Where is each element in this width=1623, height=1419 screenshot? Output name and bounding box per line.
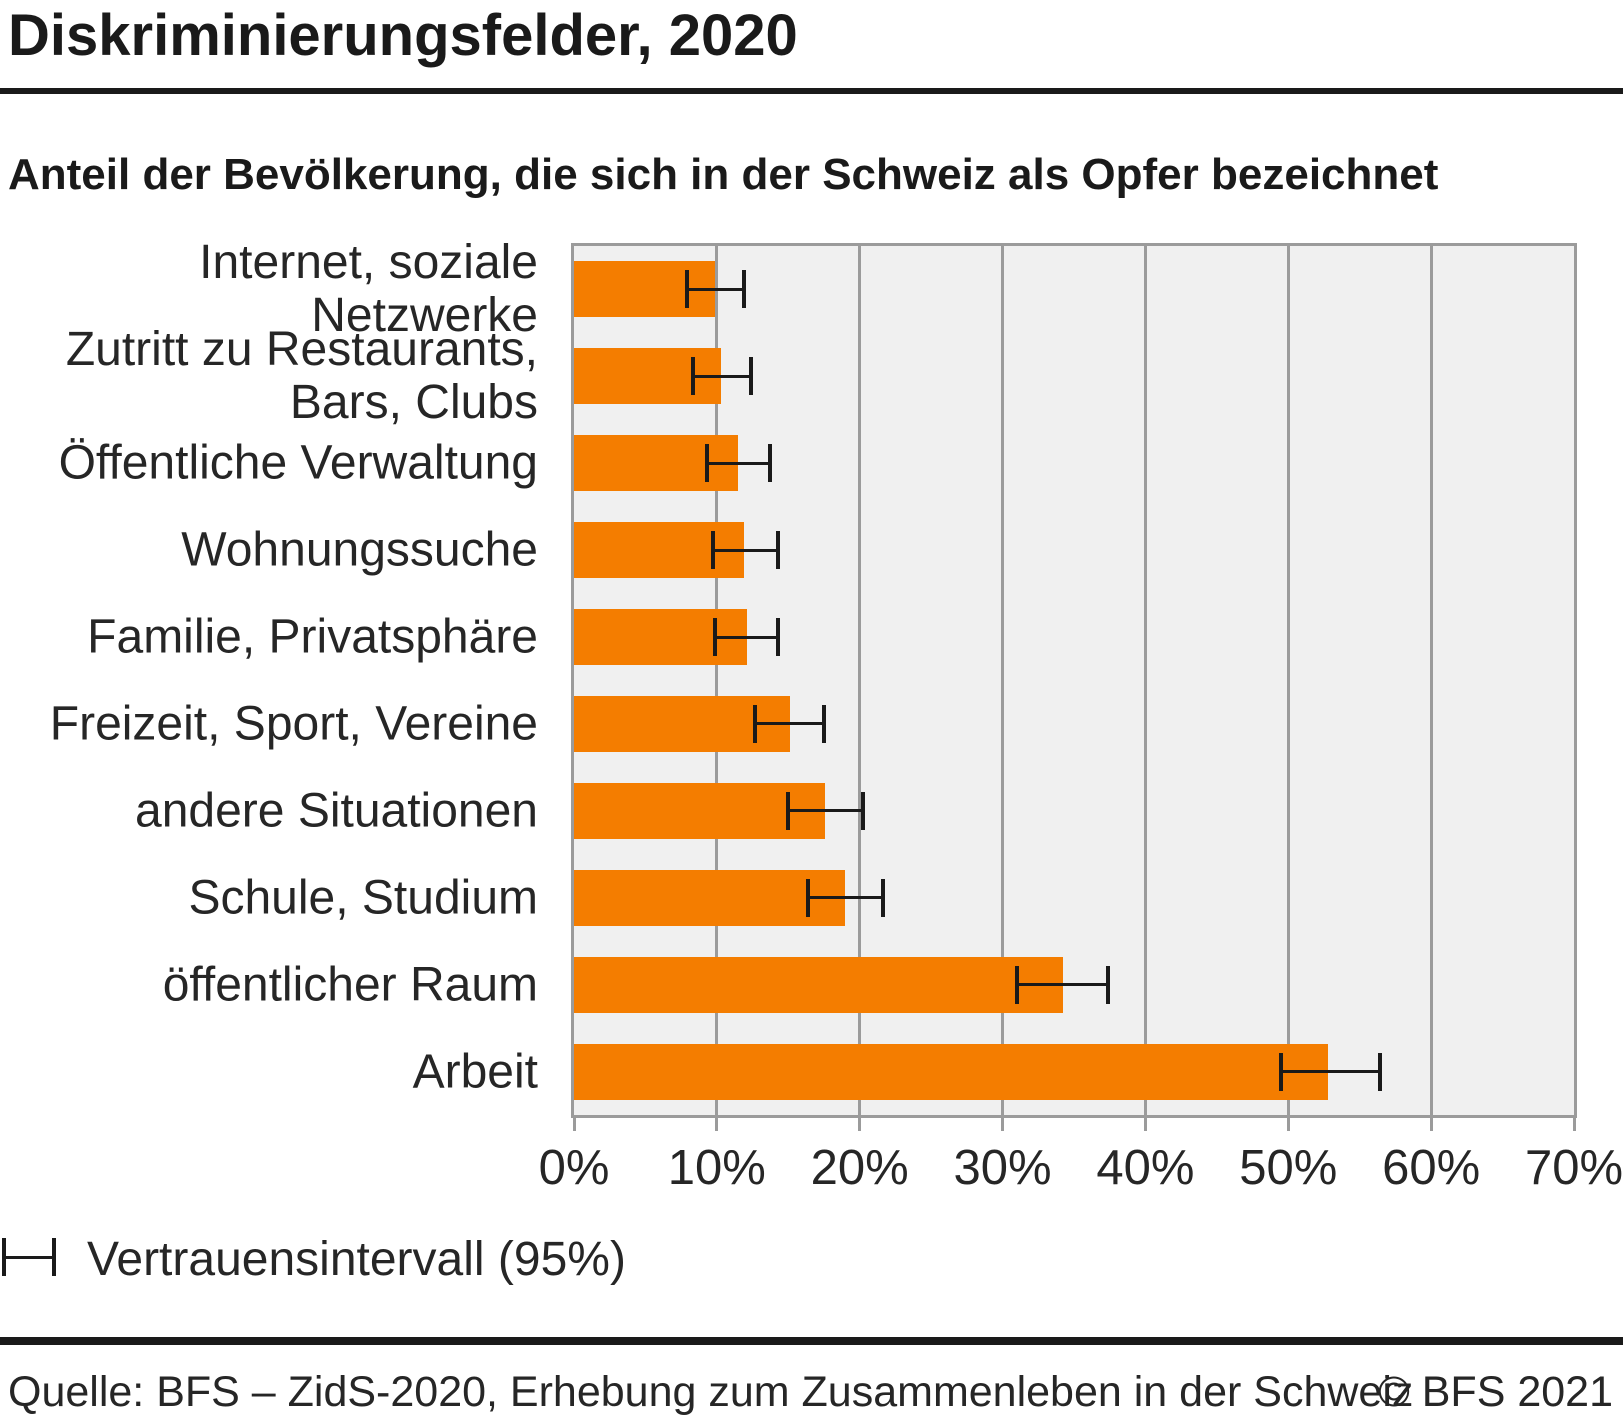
ci-line-9 bbox=[1281, 1070, 1380, 1074]
ci-cap-high-5 bbox=[822, 704, 826, 743]
x-tick-0 bbox=[572, 1118, 576, 1131]
gridline-20 bbox=[858, 246, 862, 1115]
x-tick-label-5: 50% bbox=[1239, 1141, 1338, 1195]
ci-cap-low-6 bbox=[786, 791, 791, 830]
bar-7 bbox=[574, 869, 846, 926]
gridline-40 bbox=[1143, 246, 1147, 1115]
ci-cap-low-2 bbox=[704, 444, 709, 483]
ci-cap-low-4 bbox=[713, 618, 718, 657]
category-label-2: Öffentliche Verwaltung bbox=[58, 436, 538, 490]
chart-subtitle: Anteil der Bevölkerung, die sich in der … bbox=[8, 150, 1439, 199]
ci-line-5 bbox=[755, 722, 824, 726]
footer-divider bbox=[0, 1337, 1623, 1345]
ci-line-6 bbox=[788, 809, 863, 813]
plot-area bbox=[571, 243, 1577, 1118]
ci-cap-high-0 bbox=[742, 270, 746, 309]
category-label-5: Freizeit, Sport, Vereine bbox=[49, 697, 538, 751]
error-bar-icon bbox=[2, 1228, 56, 1288]
error-bar-right-cap bbox=[52, 1238, 56, 1276]
ci-line-3 bbox=[712, 548, 779, 552]
category-label-1: Zutritt zu Restaurants, Bars, Clubs bbox=[65, 323, 538, 430]
bar-6 bbox=[574, 782, 826, 839]
x-tick-7 bbox=[1572, 1118, 1576, 1131]
x-tick-3 bbox=[1001, 1118, 1005, 1131]
ci-cap-high-9 bbox=[1377, 1052, 1382, 1091]
x-tick-label-6: 60% bbox=[1382, 1141, 1481, 1195]
ci-cap-high-1 bbox=[749, 357, 754, 396]
category-label-7: Schule, Studium bbox=[188, 871, 538, 925]
gridline-60 bbox=[1429, 246, 1433, 1115]
bar-9 bbox=[574, 1043, 1329, 1100]
gridline-50 bbox=[1286, 246, 1290, 1115]
ci-cap-low-1 bbox=[690, 357, 695, 396]
ci-cap-high-8 bbox=[1106, 965, 1111, 1004]
x-tick-label-4: 40% bbox=[1096, 1141, 1195, 1195]
ci-cap-high-2 bbox=[767, 444, 772, 483]
ci-cap-low-0 bbox=[684, 270, 689, 309]
category-label-0: Internet, soziale Netzwerke bbox=[199, 236, 538, 343]
category-label-9: Arbeit bbox=[412, 1045, 538, 1099]
x-tick-label-1: 10% bbox=[667, 1141, 766, 1195]
ci-cap-low-5 bbox=[753, 704, 758, 743]
category-label-3: Wohnungssuche bbox=[181, 523, 538, 577]
ci-cap-low-7 bbox=[806, 878, 811, 917]
ci-cap-low-9 bbox=[1279, 1052, 1284, 1091]
x-tick-label-7: 70% bbox=[1524, 1141, 1623, 1195]
ci-cap-high-7 bbox=[880, 878, 885, 917]
category-label-4: Familie, Privatsphäre bbox=[87, 610, 538, 664]
error-bar-line bbox=[2, 1256, 56, 1259]
ci-line-4 bbox=[715, 635, 779, 639]
ci-cap-low-8 bbox=[1014, 965, 1019, 1004]
copyright-text: © BFS 2021 bbox=[1378, 1368, 1613, 1416]
x-tick-label-3: 30% bbox=[953, 1141, 1052, 1195]
ci-line-1 bbox=[692, 374, 752, 378]
ci-line-7 bbox=[808, 896, 883, 900]
x-tick-4 bbox=[1143, 1118, 1147, 1131]
x-tick-1 bbox=[715, 1118, 719, 1131]
ci-cap-high-4 bbox=[776, 618, 781, 657]
ci-cap-low-3 bbox=[710, 531, 715, 570]
category-label-8: öffentlicher Raum bbox=[162, 958, 538, 1012]
ci-line-8 bbox=[1016, 983, 1109, 987]
bar-8 bbox=[574, 956, 1063, 1013]
legend: Vertrauensintervall (95%) bbox=[0, 1228, 900, 1288]
ci-cap-high-3 bbox=[776, 531, 781, 570]
gridline-30 bbox=[1001, 246, 1005, 1115]
title-divider bbox=[0, 88, 1623, 94]
gridline-10 bbox=[715, 246, 719, 1115]
source-text: Quelle: BFS – ZidS-2020, Erhebung zum Zu… bbox=[8, 1368, 1414, 1416]
ci-cap-high-6 bbox=[860, 791, 865, 830]
ci-line-0 bbox=[686, 287, 744, 291]
x-tick-5 bbox=[1286, 1118, 1290, 1131]
x-tick-label-0: 0% bbox=[538, 1141, 610, 1195]
page-title: Diskriminierungsfelder, 2020 bbox=[8, 3, 798, 68]
x-tick-label-2: 20% bbox=[810, 1141, 909, 1195]
x-tick-6 bbox=[1429, 1118, 1433, 1131]
legend-label: Vertrauensintervall (95%) bbox=[87, 1233, 626, 1286]
category-label-6: andere Situationen bbox=[135, 784, 538, 838]
ci-line-2 bbox=[706, 461, 770, 465]
x-tick-2 bbox=[858, 1118, 862, 1131]
